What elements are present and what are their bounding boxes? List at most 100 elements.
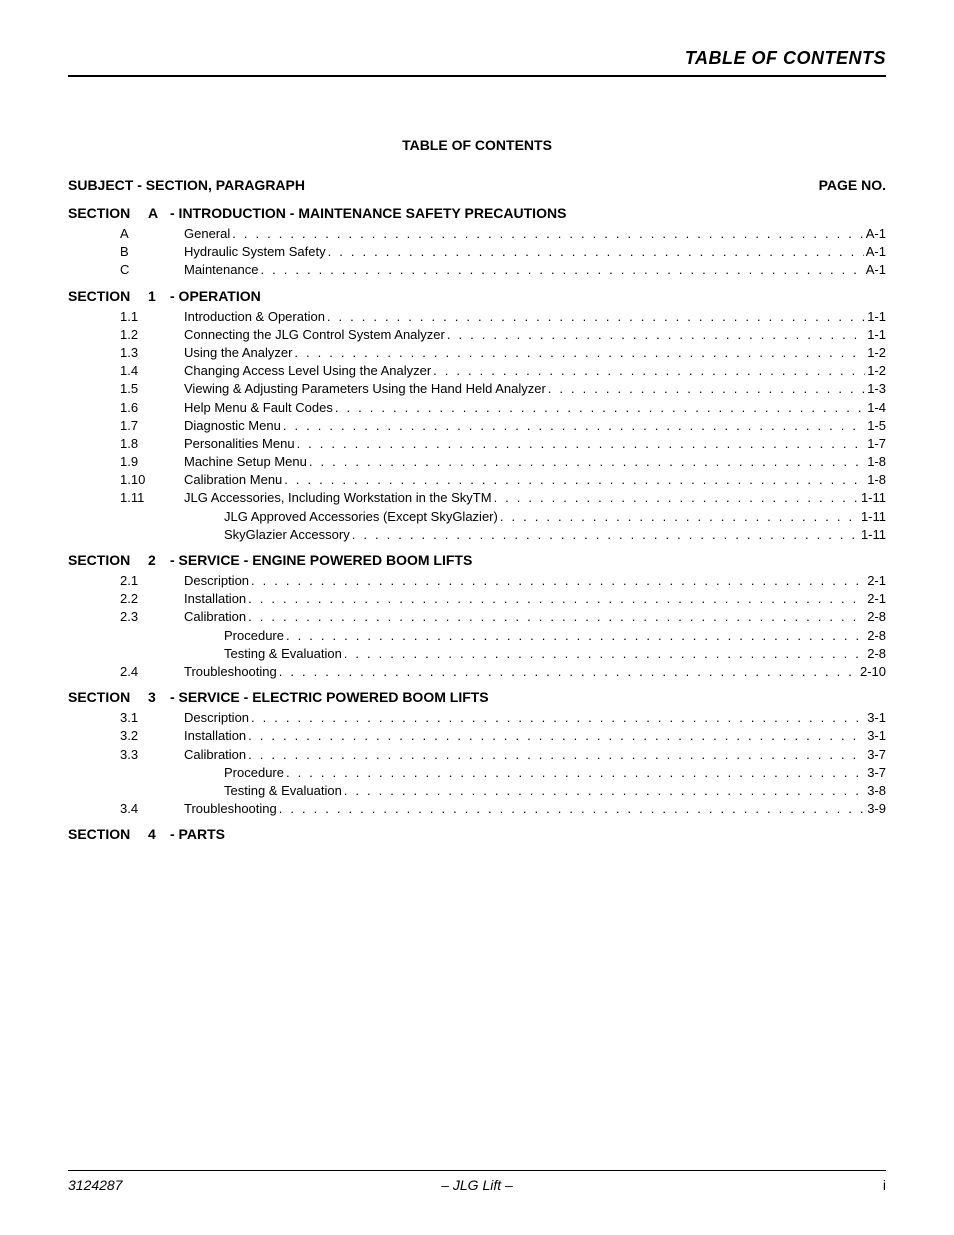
entry-label: General — [170, 225, 230, 243]
subject-header: SUBJECT - SECTION, PARAGRAPH — [68, 177, 305, 193]
toc-entry: 1.2Connecting the JLG Control System Ana… — [68, 326, 886, 344]
toc-entry: 2.3Calibration2-8 — [68, 608, 886, 626]
entry-page: 2-8 — [867, 627, 886, 645]
dot-leader — [248, 590, 865, 608]
toc-entry: 1.5Viewing & Adjusting Parameters Using … — [68, 380, 886, 398]
section-title: - SERVICE - ENGINE POWERED BOOM LIFTS — [170, 552, 472, 568]
dot-leader — [284, 471, 865, 489]
section-word: SECTION — [68, 689, 148, 705]
section-number: 2 — [148, 552, 170, 568]
section-number: 4 — [148, 826, 170, 842]
toc-entry: 2.2Installation2-1 — [68, 590, 886, 608]
section-word: SECTION — [68, 205, 148, 221]
toc-sub-entry: JLG Approved Accessories (Except SkyGlaz… — [68, 508, 886, 526]
entry-label: Installation — [170, 590, 246, 608]
toc-entry: 3.4Troubleshooting3-9 — [68, 800, 886, 818]
entry-label: Procedure — [170, 764, 284, 782]
entry-label: Hydraulic System Safety — [170, 243, 326, 261]
section-title: - INTRODUCTION - MAINTENANCE SAFETY PREC… — [170, 205, 566, 221]
section-word: SECTION — [68, 288, 148, 304]
column-headers: SUBJECT - SECTION, PARAGRAPH PAGE NO. — [68, 177, 886, 193]
dot-leader — [297, 435, 866, 453]
entry-number: 1.8 — [120, 435, 170, 453]
entry-label: Personalities Menu — [170, 435, 295, 453]
section-heading: SECTION2 - SERVICE - ENGINE POWERED BOOM… — [68, 552, 886, 568]
dot-leader — [548, 380, 865, 398]
dot-leader — [328, 243, 864, 261]
entry-number: 1.9 — [120, 453, 170, 471]
entry-label: SkyGlazier Accessory — [170, 526, 350, 544]
entry-page: 2-8 — [867, 608, 886, 626]
entry-number: 1.10 — [120, 471, 170, 489]
section-title: - PARTS — [170, 826, 225, 842]
entry-label: Troubleshooting — [170, 663, 277, 681]
dot-leader — [309, 453, 865, 471]
dot-leader — [279, 663, 858, 681]
entry-page: 1-8 — [867, 471, 886, 489]
entry-number: 1.1 — [120, 308, 170, 326]
toc-sub-entry: Testing & Evaluation 2-8 — [68, 645, 886, 663]
dot-leader — [286, 764, 865, 782]
header-rule — [68, 75, 886, 77]
running-header: TABLE OF CONTENTS — [68, 48, 886, 75]
entry-page: 1-3 — [867, 380, 886, 398]
entry-page: 1-4 — [867, 399, 886, 417]
entry-number: 3.2 — [120, 727, 170, 745]
entry-number: 1.11 — [120, 489, 170, 507]
dot-leader — [352, 526, 859, 544]
entry-number: 1.2 — [120, 326, 170, 344]
entry-label: Diagnostic Menu — [170, 417, 281, 435]
dot-leader — [248, 746, 865, 764]
toc-entry: 1.1Introduction & Operation1-1 — [68, 308, 886, 326]
toc-entry: 2.4Troubleshooting2-10 — [68, 663, 886, 681]
entry-number: C — [120, 261, 170, 279]
dot-leader — [500, 508, 859, 526]
entry-page: 2-1 — [867, 590, 886, 608]
dot-leader — [344, 645, 865, 663]
toc-entry: 3.2Installation3-1 — [68, 727, 886, 745]
dot-leader — [286, 627, 865, 645]
entry-number: 2.3 — [120, 608, 170, 626]
entry-page: 3-8 — [867, 782, 886, 800]
toc-title: TABLE OF CONTENTS — [68, 137, 886, 153]
entry-number: 3.1 — [120, 709, 170, 727]
dot-leader — [251, 572, 865, 590]
dot-leader — [335, 399, 865, 417]
dot-leader — [251, 709, 865, 727]
section-title: - SERVICE - ELECTRIC POWERED BOOM LIFTS — [170, 689, 489, 705]
entry-label: Installation — [170, 727, 246, 745]
toc-entry: 3.1Description3-1 — [68, 709, 886, 727]
entry-label: Troubleshooting — [170, 800, 277, 818]
entry-label: JLG Approved Accessories (Except SkyGlaz… — [170, 508, 498, 526]
section-number: A — [148, 205, 170, 221]
entry-page: A-1 — [866, 225, 886, 243]
entry-label: Procedure — [170, 627, 284, 645]
entry-label: Changing Access Level Using the Analyzer — [170, 362, 431, 380]
entry-label: JLG Accessories, Including Workstation i… — [170, 489, 492, 507]
entry-page: A-1 — [866, 261, 886, 279]
entry-page: 3-7 — [867, 764, 886, 782]
toc-entry: 1.6Help Menu & Fault Codes 1-4 — [68, 399, 886, 417]
toc-entry: 3.3Calibration3-7 — [68, 746, 886, 764]
entry-page: 1-1 — [867, 326, 886, 344]
entry-page: 1-1 — [867, 308, 886, 326]
section-number: 1 — [148, 288, 170, 304]
entry-label: Calibration Menu — [170, 471, 282, 489]
entry-label: Testing & Evaluation — [170, 782, 342, 800]
dot-leader — [433, 362, 865, 380]
entry-label: Calibration — [170, 746, 246, 764]
dot-leader — [327, 308, 865, 326]
entry-label: Description — [170, 709, 249, 727]
toc-sub-entry: Testing & Evaluation 3-8 — [68, 782, 886, 800]
entry-page: 3-9 — [867, 800, 886, 818]
section-word: SECTION — [68, 826, 148, 842]
footer-center: – JLG Lift – — [68, 1177, 886, 1193]
dot-leader — [447, 326, 865, 344]
dot-leader — [494, 489, 859, 507]
entry-page: 1-5 — [867, 417, 886, 435]
entry-label: Help Menu & Fault Codes — [170, 399, 333, 417]
entry-number: 1.6 — [120, 399, 170, 417]
entry-label: Maintenance — [170, 261, 258, 279]
entry-page: 1-2 — [867, 344, 886, 362]
toc-sub-entry: Procedure 2-8 — [68, 627, 886, 645]
